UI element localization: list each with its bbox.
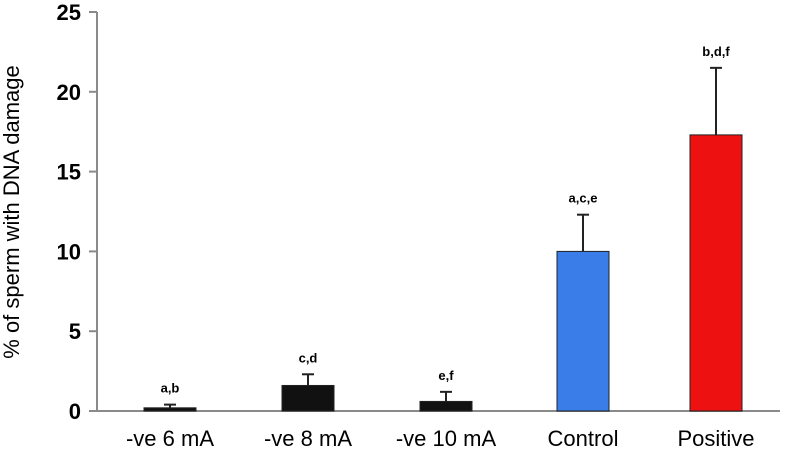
- y-tick-label: 25: [57, 0, 81, 25]
- bar: [419, 400, 473, 412]
- axes: [96, 12, 780, 412]
- bar: [281, 384, 335, 412]
- y-tick-label: 20: [57, 80, 81, 105]
- bar: [689, 134, 743, 412]
- y-tick-label: 0: [69, 399, 81, 424]
- bar: [556, 250, 610, 412]
- y-tick-label: 15: [57, 160, 81, 185]
- significance-label: a,b: [161, 381, 180, 396]
- x-tick-label: -ve 10 mA: [396, 426, 497, 449]
- y-tick-label: 10: [57, 239, 81, 264]
- category-labels: -ve 6 mA -ve 8 mA -ve 10 mA Control Positive: [126, 426, 755, 449]
- x-tick-label: -ve 8 mA: [264, 426, 352, 449]
- significance-label: c,d: [299, 350, 318, 365]
- significance-label: b,d,f: [702, 44, 730, 59]
- bar: [143, 407, 197, 412]
- y-tick-label: 5: [69, 319, 81, 344]
- y-axis-title: % of sperm with DNA damage: [0, 65, 24, 358]
- x-tick-label: Positive: [677, 426, 754, 449]
- significance-label: e,f: [438, 368, 454, 383]
- bars: a,b c,d e,f a,c,e b,d,f: [143, 44, 743, 412]
- significance-label: a,c,e: [569, 191, 598, 206]
- x-tick-label: Control: [548, 426, 619, 449]
- y-ticks: 0 5 10 15 20 25: [57, 0, 97, 424]
- x-tick-label: -ve 6 mA: [126, 426, 214, 449]
